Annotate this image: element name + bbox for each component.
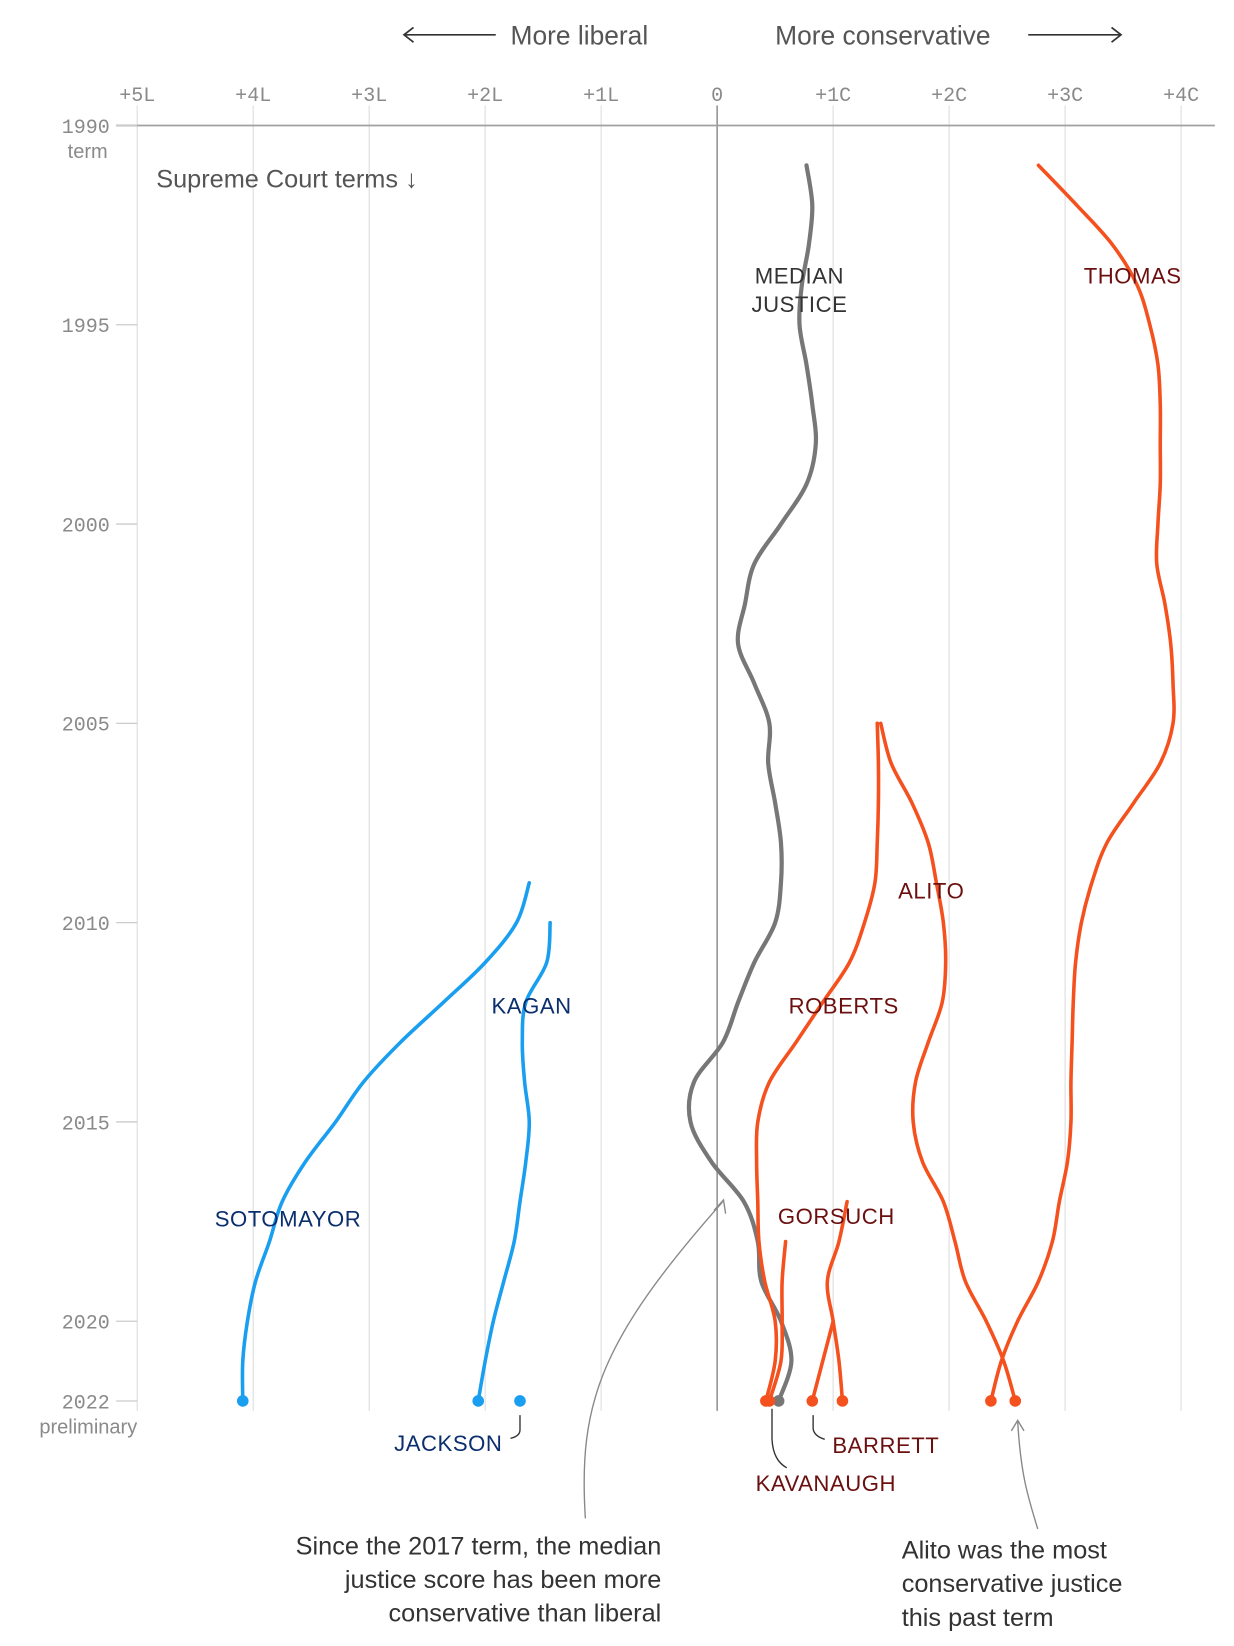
- label-alito: ALITO: [898, 878, 964, 903]
- x-tick-label: +4C: [1163, 85, 1199, 108]
- endpoint-median-justice: [772, 1395, 785, 1407]
- label-roberts: ROBERTS: [789, 993, 899, 1018]
- annotation-median-line-1: Since the 2017 term, the median: [296, 1532, 662, 1560]
- line-roberts: [754, 721, 881, 1403]
- x-tick-label: +2C: [931, 85, 967, 108]
- x-tick-label: +1C: [815, 85, 851, 108]
- label-median-1: MEDIAN: [755, 264, 844, 289]
- x-tick-label: +5L: [119, 85, 155, 108]
- line-median-justice: [686, 163, 819, 1404]
- more-conservative-label: More conservative: [775, 20, 990, 50]
- line-kavanaugh: [767, 1239, 788, 1403]
- gridlines: [116, 105, 1215, 1411]
- x-tick-label: +3L: [351, 85, 387, 108]
- line-alito: [878, 721, 1018, 1403]
- y-tick-label: 1995: [62, 316, 110, 339]
- series-lines: [240, 163, 1176, 1404]
- y-tick-label: 2010: [62, 914, 110, 937]
- y-tick-label: 2015: [62, 1113, 110, 1136]
- annotation-alito-line-1: Alito was the most: [902, 1536, 1107, 1564]
- endpoint-alito: [1009, 1395, 1022, 1407]
- y-tick-label: 2020: [62, 1313, 110, 1336]
- direction-header: More liberal More conservative: [402, 20, 1123, 50]
- line-gorsuch: [825, 1199, 849, 1403]
- series-endpoints: [236, 1395, 1022, 1407]
- x-tick-label: +4L: [235, 85, 271, 108]
- y-tick-sublabel: preliminary: [39, 1417, 137, 1439]
- label-median-2: JUSTICE: [751, 292, 847, 317]
- label-thomas: THOMAS: [1084, 264, 1182, 289]
- x-tick-label: 0: [711, 85, 723, 108]
- annotation-alito-line-3: this past term: [902, 1604, 1054, 1632]
- label-barrett: BARRETT: [832, 1433, 939, 1458]
- line-sotomayor: [240, 880, 532, 1403]
- label-jackson: JACKSON: [394, 1431, 502, 1456]
- x-tick-label: +1L: [583, 85, 619, 108]
- y-axis-note: Supreme Court terms ↓: [156, 166, 417, 194]
- x-tick-label: +2L: [467, 85, 503, 108]
- annotation-median: Since the 2017 term, the median justice …: [296, 1532, 662, 1627]
- arrow-left-icon: [402, 26, 496, 43]
- line-kagan: [476, 920, 552, 1403]
- annotation-median-line-3: conservative than liberal: [388, 1600, 661, 1628]
- endpoint-jackson: [514, 1395, 526, 1407]
- leader-lines: [510, 1198, 1039, 1530]
- series-labels: MEDIAN JUSTICE THOMAS ALITO ROBERTS GORS…: [215, 264, 1182, 1496]
- annotation-alito: Alito was the most conservative justice …: [902, 1536, 1123, 1631]
- arrow-right-icon: [1028, 26, 1123, 43]
- endpoint-barrett: [806, 1395, 819, 1407]
- y-tick-label: 1990: [62, 117, 110, 140]
- y-tick-sublabel: term: [68, 141, 108, 163]
- endpoint-gorsuch: [836, 1395, 849, 1407]
- x-axis-ticks: +5L +4L +3L +2L +1L 0 +1C +2C +3C +4C: [119, 85, 1199, 108]
- line-barrett: [810, 1319, 835, 1403]
- annotation-median-line-2: justice score has been more: [344, 1566, 661, 1594]
- label-gorsuch: GORSUCH: [778, 1204, 895, 1229]
- more-liberal-label: More liberal: [511, 20, 649, 50]
- annotation-alito-line-2: conservative justice: [902, 1570, 1123, 1598]
- label-sotomayor: SOTOMAYOR: [215, 1206, 362, 1231]
- line-thomas: [989, 163, 1176, 1403]
- endpoint-sotomayor: [236, 1395, 249, 1407]
- endpoint-kagan: [472, 1395, 485, 1407]
- endpoint-thomas: [985, 1395, 997, 1407]
- y-tick-label: 2005: [62, 715, 110, 738]
- y-tick-label: 2022: [62, 1392, 110, 1415]
- endpoint-kavanaugh: [763, 1395, 776, 1407]
- x-tick-label: +3C: [1047, 85, 1083, 108]
- label-kagan: KAGAN: [492, 993, 572, 1018]
- label-kavanaugh: KAVANAUGH: [756, 1471, 896, 1496]
- y-tick-label: 2000: [62, 515, 110, 538]
